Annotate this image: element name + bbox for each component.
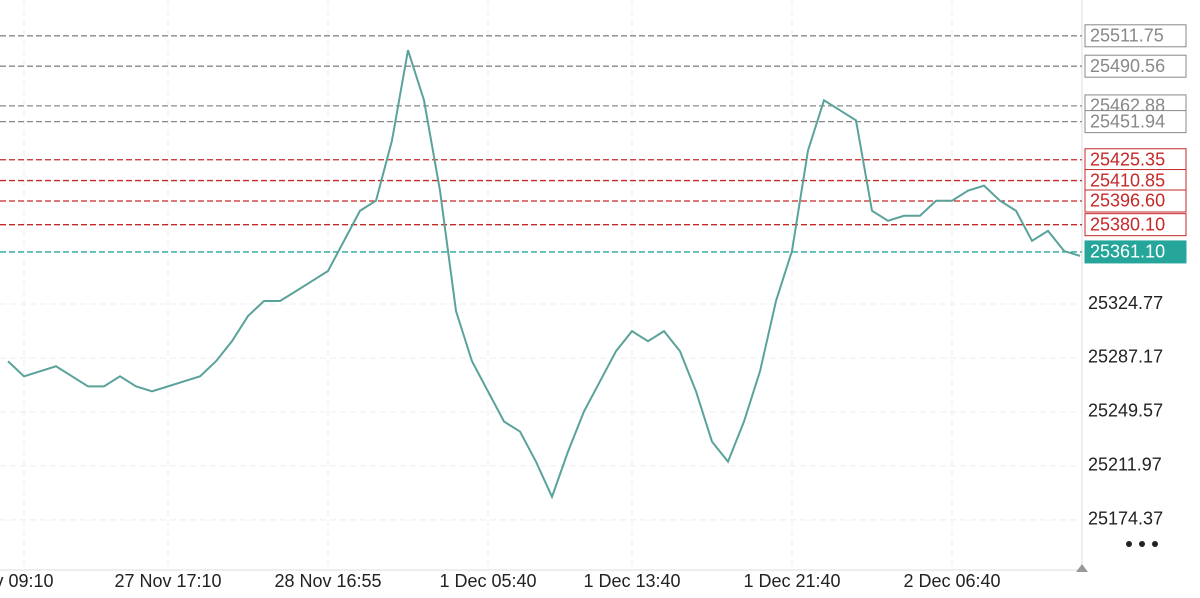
level-box	[1084, 213, 1187, 237]
level-box	[1084, 110, 1187, 134]
level-label: 25380.10	[1090, 214, 1165, 234]
y-tick-label: 25249.57	[1088, 401, 1163, 421]
level-label: 25396.60	[1090, 191, 1165, 211]
level-label: 25511.75	[1090, 26, 1164, 46]
level-label: 25361.10	[1090, 242, 1165, 262]
y-tick-label: 25287.17	[1088, 347, 1163, 367]
x-tick-label: 27 Nov 17:10	[114, 571, 221, 591]
level-label: 25410.85	[1090, 170, 1165, 190]
more-menu[interactable]	[1126, 541, 1158, 547]
x-tick-label: 2 Dec 06:40	[903, 571, 1000, 591]
x-tick-label: 28 Nov 16:55	[274, 571, 381, 591]
x-tick-label: 1 Dec 21:40	[743, 571, 840, 591]
scroll-handle[interactable]	[1076, 564, 1088, 572]
price-line	[7, 49, 1081, 500]
y-tick-label: 25211.97	[1088, 455, 1162, 475]
level-label: 25490.56	[1090, 56, 1165, 76]
level-box	[1084, 240, 1187, 264]
x-tick-label: 1 Dec 13:40	[583, 571, 680, 591]
level-box	[1084, 189, 1187, 213]
y-tick-label: 25174.37	[1088, 509, 1163, 529]
y-tick-label: 25324.77	[1088, 293, 1163, 313]
level-box	[1084, 54, 1187, 78]
x-tick-label: 1 Dec 05:40	[439, 571, 536, 591]
level-label: 25425.35	[1090, 150, 1165, 170]
x-tick-label: v 09:10	[0, 571, 54, 591]
level-label: 25451.94	[1090, 111, 1165, 131]
level-box	[1084, 24, 1187, 48]
